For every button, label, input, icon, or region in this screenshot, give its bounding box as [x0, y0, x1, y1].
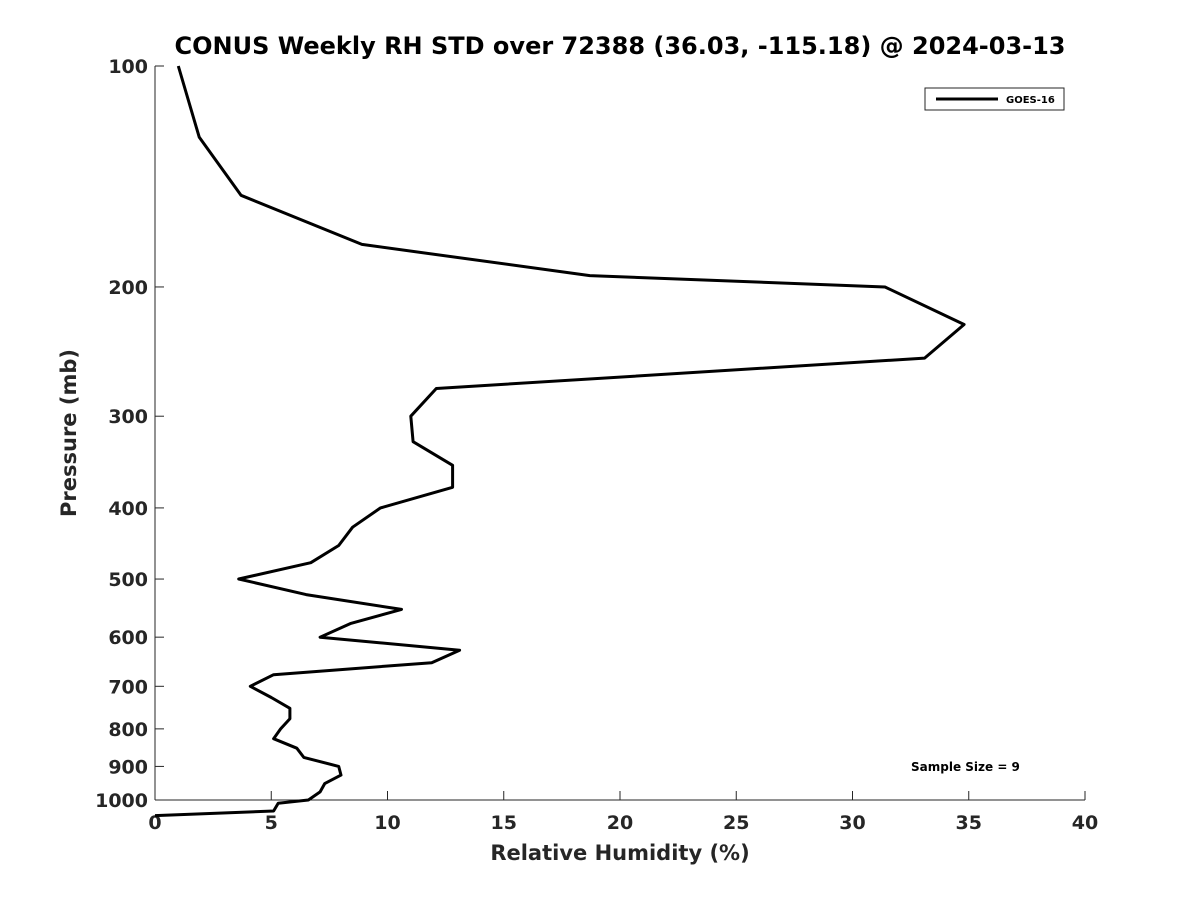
y-tick-label: 800 [108, 719, 148, 741]
x-tick-label: 40 [1072, 812, 1098, 834]
x-tick-label: 20 [607, 812, 633, 834]
y-tick-label: 900 [108, 756, 148, 778]
plot-area [154, 66, 1085, 801]
x-tick-label: 35 [956, 812, 982, 834]
x-tick-label: 25 [723, 812, 749, 834]
y-tick-label: 600 [108, 627, 148, 649]
y-ticks: 100 200 300 400 500 600 700 800 900 1000 [95, 56, 164, 812]
y-tick-label: 700 [108, 676, 148, 698]
series-group [154, 65, 966, 818]
series-line-goes-16 [154, 65, 966, 818]
chart-title: CONUS Weekly RH STD over 72388 (36.03, -… [174, 32, 1065, 60]
x-tick-label: 30 [839, 812, 865, 834]
y-tick-label: 1000 [95, 790, 148, 812]
legend: GOES-16 [924, 87, 1065, 111]
y-tick-label: 500 [108, 569, 148, 591]
x-tick-label: 5 [265, 812, 278, 834]
sample-size-annotation: Sample Size = 9 [911, 760, 1020, 774]
y-tick-label: 100 [108, 56, 148, 78]
x-tick-label: 15 [491, 812, 517, 834]
y-tick-label: 300 [108, 406, 148, 428]
x-tick-label: 10 [374, 812, 400, 834]
legend-label: GOES-16 [1006, 95, 1055, 106]
y-tick-label: 200 [108, 277, 148, 299]
x-tick-label: 0 [148, 812, 161, 834]
x-ticks: 0 5 10 15 20 25 30 35 40 [148, 791, 1098, 834]
y-tick-label: 400 [108, 498, 148, 520]
y-axis-label: Pressure (mb) [57, 349, 81, 517]
x-axis-label: Relative Humidity (%) [490, 841, 749, 865]
